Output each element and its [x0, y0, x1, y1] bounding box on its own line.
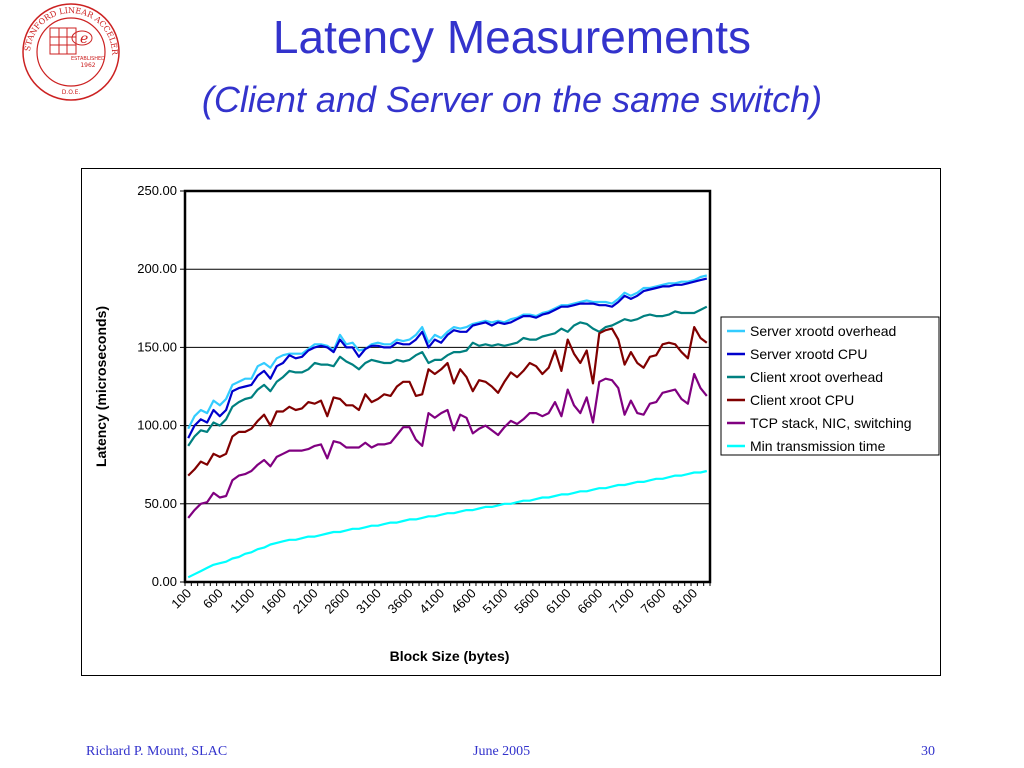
y-tick-label: 0.00 [152, 574, 177, 589]
legend-entry: Client xroot overhead [750, 369, 883, 385]
logo-established: ESTABLISHED [71, 56, 105, 62]
x-tick-label: 5600 [511, 586, 542, 617]
x-tick-label: 3600 [385, 586, 416, 617]
x-tick-label: 6100 [543, 586, 574, 617]
footer-date: June 2005 [473, 744, 531, 759]
x-tick-label: 7100 [606, 586, 637, 617]
series-line-5 [187, 372, 708, 519]
x-tick-label: 5100 [479, 586, 510, 617]
x-tick-label: 3100 [353, 586, 384, 617]
x-axis-label: Block Size (bytes) [390, 648, 510, 664]
x-tick-label: 6600 [574, 586, 605, 617]
plot-border [183, 189, 712, 584]
x-tick-label: 7600 [638, 586, 669, 617]
x-tick-label: 1100 [227, 586, 257, 616]
y-axis-label: Latency (microseconds) [93, 306, 109, 467]
series-line-6 [187, 469, 708, 579]
series-line-1 [187, 274, 708, 430]
footer-author: Richard P. Mount, SLAC [86, 744, 228, 759]
logo-bottom-text: D.O.E. [62, 89, 81, 96]
legend-box [720, 316, 940, 456]
series-line-2 [187, 277, 708, 439]
slac-seal-icon: STANFORD LINEAR ACCELERATOR CENTER e EST… [8, 2, 120, 101]
x-tick-label: 4600 [448, 586, 479, 617]
logo-year: 1962 [80, 62, 95, 69]
series-line-3 [187, 305, 708, 447]
chart-frame: 0.00 50.00 100.00 150.00 200.00 250.00 100 600 1… [81, 168, 941, 676]
slide-title: Latency Measurements [272, 11, 752, 63]
legend-entry: Server xrootd overhead [750, 323, 896, 339]
x-tick-label: 8100 [669, 586, 700, 617]
slide-subtitle: (Client and Server on the same switch) [201, 79, 823, 120]
series-line-4 [187, 326, 708, 477]
y-tick-label: 200.00 [137, 261, 177, 276]
x-tick-label: 1600 [258, 586, 289, 617]
x-tick-label: 4100 [416, 586, 447, 617]
legend-entry: TCP stack, NIC, switching [750, 415, 912, 431]
x-tick-label: 2100 [290, 586, 321, 617]
svg-text:e: e [80, 31, 88, 47]
x-tick-label: 600 [200, 586, 226, 612]
legend-entry: Min transmission time [750, 438, 886, 454]
legend-entry: Server xrootd CPU [750, 346, 867, 362]
x-tick-label: 2600 [321, 586, 352, 617]
y-tick-label: 50.00 [144, 496, 177, 511]
legend-entry: Client xroot CPU [750, 392, 854, 408]
x-tick-label: 100 [168, 586, 194, 612]
y-tick-label: 150.00 [137, 339, 177, 354]
y-tick-label: 100.00 [137, 418, 177, 433]
footer-page-number: 30 [921, 744, 935, 759]
y-tick-label: 250.00 [137, 183, 177, 198]
